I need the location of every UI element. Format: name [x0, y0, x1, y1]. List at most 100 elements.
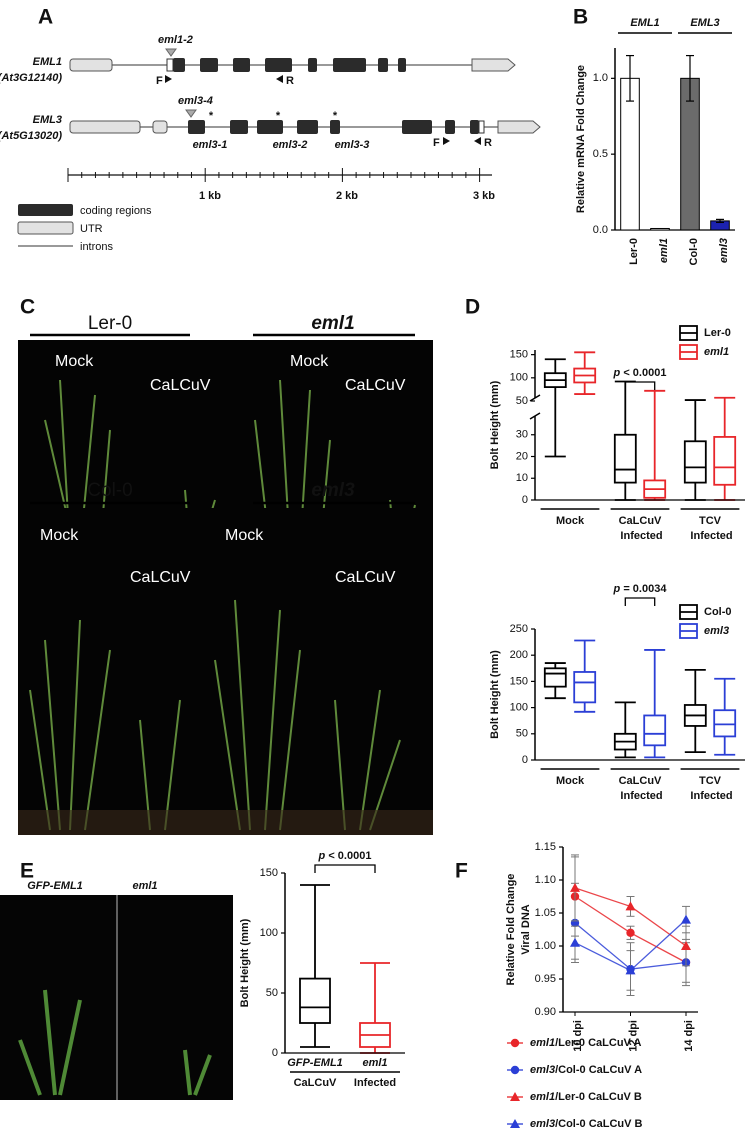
significance-bracket: [624, 597, 656, 606]
legend-label: eml1: [704, 346, 729, 358]
legend-label: eml3: [704, 625, 729, 637]
y-tick-label: 10: [516, 472, 528, 484]
treatment-label: Mock: [40, 527, 79, 544]
y-tick-label: 0: [522, 494, 528, 506]
group-label: Infected: [354, 1077, 396, 1089]
box: [683, 440, 707, 484]
legend-label: introns: [80, 241, 114, 253]
utr-arrow: [471, 58, 516, 72]
y-tick-label: 100: [510, 372, 528, 384]
annotation: p < 0.0001: [613, 367, 667, 379]
primer-label: F: [433, 137, 440, 149]
box: [713, 436, 737, 486]
mutation-mark: *: [209, 110, 214, 122]
annotation: p < 0.0001: [318, 850, 372, 862]
legend-marker: [510, 1038, 520, 1048]
box: [299, 977, 331, 1024]
x-tick-label: CaLCuV Infected: [617, 775, 662, 802]
panel-label: D: [465, 296, 480, 319]
data-point: [626, 928, 635, 937]
photo-panel: Ler-0 eml1 Mock CaLCuV Mock CaLCuV Col-0…: [18, 313, 433, 835]
primer-arrow: [276, 75, 283, 83]
mutation-label: eml3-3: [335, 139, 370, 151]
group-label: EML3: [690, 17, 719, 29]
data-point: [625, 901, 636, 911]
data-point: [625, 965, 636, 975]
treatment-label: CaLCuV: [150, 377, 211, 394]
group-label: CaLCuV: [294, 1077, 337, 1089]
insertion-marker: [165, 48, 177, 57]
legend-label: coding regions: [80, 205, 152, 217]
legend-marker: [510, 1065, 520, 1075]
primer-label: F: [156, 75, 163, 87]
y-tick-label: 100: [260, 927, 278, 939]
y-tick-label: 0: [522, 754, 528, 766]
axis-break: [529, 412, 541, 420]
mutation-mark: *: [276, 110, 281, 122]
primer-arrow: [165, 75, 172, 83]
legend-label: eml1/Ler-0 CaLCuV B: [530, 1091, 642, 1103]
y-tick-label: 150: [510, 675, 528, 687]
y-tick-label: 1.10: [535, 874, 556, 886]
utr: [152, 120, 168, 134]
data-point: [681, 914, 691, 924]
y-tick-label: 0.0: [593, 224, 608, 236]
x-tick-label: 10 dpi: [572, 1020, 584, 1052]
x-tick-label: Col-0: [688, 238, 700, 266]
y-tick-label: 250: [510, 623, 528, 635]
y-tick-label: 0: [272, 1047, 278, 1059]
box: [543, 667, 567, 688]
photo-panel: GFP-EML1 eml1: [0, 880, 233, 1100]
utr: [166, 58, 174, 72]
plant-illustration: [29, 599, 401, 831]
genotype-label: GFP-EML1: [27, 880, 83, 892]
y-tick-label: 0.90: [535, 1006, 556, 1018]
scale-label: 2 kb: [336, 190, 358, 202]
box: [573, 671, 597, 704]
gene-name: EML1: [33, 56, 62, 68]
primer-arrow: [474, 137, 481, 145]
x-tick-label: GFP-EML1: [287, 1057, 343, 1069]
legend-label: eml3/Col-0 CaLCuV B: [530, 1118, 643, 1130]
bar: [650, 227, 670, 231]
box: [643, 714, 667, 747]
genotype-label: Col-0: [87, 480, 132, 501]
x-tick-label: Mock: [556, 775, 585, 787]
gene-locus: (At3G12140): [0, 72, 62, 84]
y-tick-label: 50: [516, 395, 528, 407]
legend-marker: [510, 1119, 520, 1128]
y-axis-label: Relative mRNA Fold Change: [575, 65, 587, 213]
x-tick-label: CaLCuV Infected: [617, 515, 662, 542]
legend-label: eml3/Col-0 CaLCuV A: [530, 1064, 642, 1076]
primer-label: R: [484, 137, 492, 149]
allele-label: eml3-4: [178, 95, 213, 107]
legend-marker: [510, 1092, 520, 1101]
y-tick-label: 150: [510, 349, 528, 361]
treatment-label: CaLCuV: [335, 569, 396, 586]
treatment-label: Mock: [290, 353, 329, 370]
gene-diagram: EML1 (At3G12140) eml1-2 F R EML3 (At5G13…: [0, 34, 541, 253]
exons: [188, 120, 479, 134]
treatment-label: CaLCuV: [345, 377, 406, 394]
treatment-label: CaLCuV: [130, 569, 191, 586]
panel-label: B: [573, 6, 588, 29]
y-axis-label: Relative Fold Change: [505, 874, 517, 986]
box: [613, 433, 637, 484]
y-tick-label: 1.15: [535, 841, 556, 853]
box: [713, 709, 737, 738]
primer-label: R: [286, 75, 294, 87]
y-tick-label: 1.0: [593, 72, 608, 84]
y-tick-label: 150: [260, 867, 278, 879]
treatment-label: Mock: [225, 527, 264, 544]
scale-label: 3 kb: [473, 190, 495, 202]
gene-locus: (At5G13020): [0, 130, 62, 142]
y-axis-label: Bolt Height (mm): [239, 918, 251, 1007]
x-tick-label: 14 dpi: [683, 1020, 695, 1052]
panel-label: F: [455, 860, 468, 883]
genotype-label: eml3: [311, 480, 355, 501]
legend-label: Ler-0: [704, 327, 731, 339]
x-tick-label: Mock: [556, 515, 585, 527]
legend-label: Col-0: [704, 606, 732, 618]
